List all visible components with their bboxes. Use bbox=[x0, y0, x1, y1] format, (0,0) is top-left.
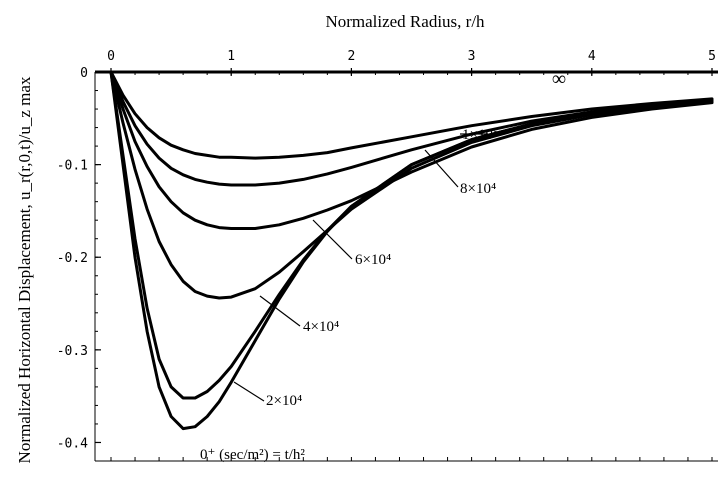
annotation-leader bbox=[233, 381, 265, 402]
y-tick-label: -0.3 bbox=[57, 344, 88, 359]
annotation-label-2: 6×10⁴ bbox=[355, 252, 391, 268]
annotation-leader bbox=[312, 219, 353, 260]
annotation-leader bbox=[259, 295, 301, 327]
y-tick-label: 0 bbox=[80, 66, 88, 81]
series-curve-0 bbox=[109, 70, 714, 431]
curves bbox=[109, 70, 714, 431]
y-axis-title: Normalized Horizontal Displacement, u_r(… bbox=[15, 76, 34, 463]
annotation-label-0: 1×10⁵ bbox=[462, 127, 498, 143]
annotation-label-1: 8×10⁴ bbox=[460, 181, 496, 197]
annotation-label-5: 0⁺ (sec/m²) = t/h² bbox=[200, 447, 305, 463]
y-tick-label: -0.1 bbox=[57, 159, 88, 174]
series-curve-4 bbox=[109, 70, 714, 187]
annotations: 1×10⁵ 8×10⁴ 6×10⁴ 4×10⁴ 2×10⁴ 0⁺ (sec/m²) = t… bbox=[200, 68, 566, 463]
x-tick-label: 1 bbox=[227, 49, 235, 64]
y-tick-label: -0.4 bbox=[57, 436, 88, 451]
y-tick-label: -0.2 bbox=[57, 251, 88, 266]
x-tick-label: 5 bbox=[708, 49, 716, 64]
leaders bbox=[233, 133, 488, 402]
axes bbox=[94, 70, 718, 462]
x-tick-label: 0 bbox=[107, 49, 115, 64]
x-tick-label: 2 bbox=[347, 49, 355, 64]
x-tick-label: 4 bbox=[588, 49, 596, 64]
annotation-label-6: ∞ bbox=[552, 68, 566, 90]
series-curve-5 bbox=[109, 70, 714, 160]
x-tick-label: 3 bbox=[468, 49, 476, 64]
series-curve-2 bbox=[109, 70, 714, 300]
series-curve-3 bbox=[109, 70, 714, 230]
x-axis-title: Normalized Radius, r/h bbox=[325, 12, 485, 31]
y-ticks: 0 -0.1 -0.2 -0.3 -0.4 bbox=[57, 66, 101, 462]
series-curve-1 bbox=[109, 70, 714, 400]
annotation-label-4: 2×10⁴ bbox=[266, 393, 302, 409]
annotation-label-3: 4×10⁴ bbox=[303, 319, 339, 335]
annotation-leader bbox=[424, 149, 459, 188]
